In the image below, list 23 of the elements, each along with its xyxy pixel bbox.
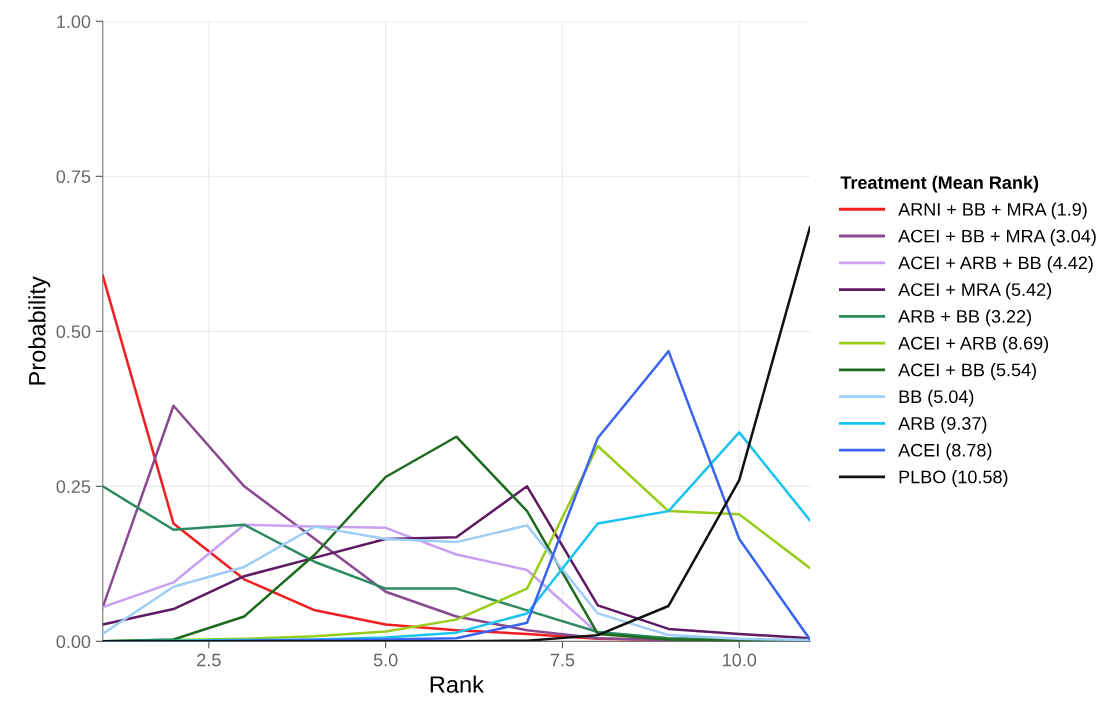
legend-label: BB (5.04): [899, 389, 974, 407]
y-axis-title: Probability: [28, 276, 51, 385]
y-tick-label: 0.25: [56, 480, 91, 494]
legend-label: ACEI + BB (5.54): [898, 363, 1036, 380]
legend-label: ACEI + MRA (5.42): [898, 282, 1052, 300]
legend-label: PLBO (10.58): [899, 470, 1008, 487]
legend-label: ACEI (8.78): [898, 443, 992, 461]
legend-label: ARB (9.37): [898, 416, 987, 434]
legend-label: ARB + BB (3.22): [898, 309, 1031, 327]
x-tick-label: 7.5: [550, 653, 575, 667]
legend-label: ACEI + ARB + BB (4.42): [898, 256, 1093, 273]
legend-label: ARNI + BB + MRA (1.9): [898, 202, 1087, 220]
legend-label: ACEI + BB + MRA (3.04): [898, 229, 1096, 247]
x-tick-label: 10.0: [723, 653, 757, 667]
y-tick-label: 0.50: [56, 325, 91, 339]
x-axis-title: Rank: [430, 675, 484, 693]
x-tick-label: 2.5: [197, 653, 221, 667]
legend-title: Treatment (Mean Rank): [840, 175, 1039, 193]
y-tick-label: 0.75: [56, 170, 91, 184]
legend-label: ACEI + ARB (8.69): [898, 336, 1049, 354]
x-tick-label: 5.0: [373, 653, 398, 667]
y-tick-label: 1.00: [57, 15, 91, 29]
y-tick-label: 0.00: [56, 635, 91, 649]
